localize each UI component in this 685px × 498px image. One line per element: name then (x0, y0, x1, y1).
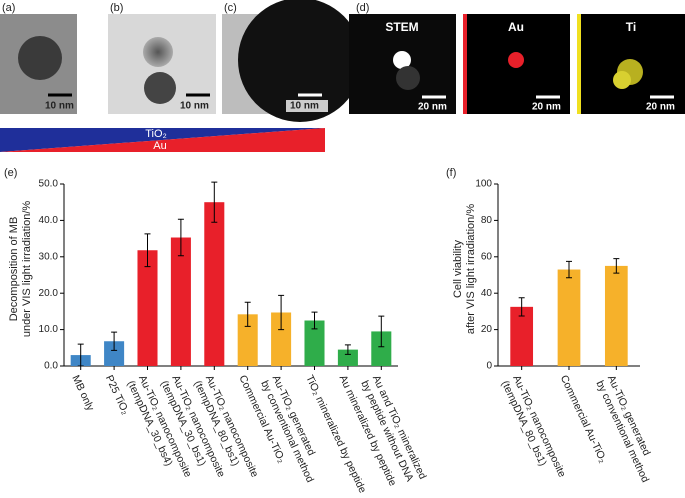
bar (510, 306, 534, 366)
bar (304, 320, 325, 366)
scale-label: 10 nm (180, 101, 209, 112)
y-tick-label: 40 (481, 288, 493, 299)
bar (204, 202, 225, 366)
y-tick-label: 40.0 (39, 215, 59, 226)
x-tick-label: Au-TiO₂ nanocomposite(tempDNA_80_bs1) (499, 373, 568, 484)
y-tick-label: 80 (481, 215, 493, 226)
au-signal (508, 52, 524, 68)
error-bar (378, 315, 385, 348)
error-bar (278, 294, 285, 331)
au-wedge (0, 128, 325, 152)
gradient-label: TiO₂ (145, 128, 167, 140)
x-tick-label: Au-TiO₂ generatedby conventional method (594, 373, 663, 484)
error-bar (518, 297, 525, 317)
y-tick-label: 10.0 (39, 324, 59, 335)
color-strip (463, 14, 467, 114)
map-title: STEM (385, 20, 418, 34)
error-bar (566, 260, 572, 279)
bar (271, 312, 292, 366)
panel-label: (c) (224, 2, 237, 14)
y-tick-label: 100 (475, 179, 492, 190)
panel-label: (e) (4, 167, 17, 179)
map-title: Au (508, 20, 524, 34)
bar (104, 341, 125, 366)
particle (238, 0, 362, 122)
bar (137, 250, 158, 366)
bar (170, 237, 191, 366)
panel-label: (a) (2, 2, 15, 14)
map-title: Ti (626, 20, 636, 34)
ti-signal (613, 71, 631, 89)
particle (143, 37, 173, 67)
error-bar (144, 233, 151, 268)
y-tick-label: 50.0 (39, 179, 59, 190)
error-bar (211, 181, 218, 223)
scale-label: 20 nm (646, 102, 675, 113)
x-tick-label: MB only (69, 373, 96, 413)
y-tick-label: 20 (481, 324, 493, 335)
y-axis-label: Cell viabilityafter VIS light irradiatio… (452, 204, 477, 334)
y-tick-label: 0.0 (44, 361, 58, 372)
error-bar (177, 218, 184, 257)
particle (393, 51, 411, 69)
bar (237, 314, 258, 366)
scale-label: 20 nm (418, 102, 447, 113)
bar (604, 265, 628, 366)
panel-label: (d) (356, 2, 369, 14)
panel-label: (f) (446, 167, 456, 179)
bar (337, 349, 358, 366)
color-strip (577, 14, 581, 114)
bar (371, 331, 392, 366)
error-bar (77, 343, 84, 367)
scale-label: 20 nm (532, 102, 561, 113)
y-tick-label: 20.0 (39, 288, 59, 299)
scale-label: 10 nm (45, 101, 74, 112)
y-axis-label: Decomposition of MBunder VIS light irrad… (8, 201, 33, 338)
error-bar (311, 311, 318, 330)
scale-bg (286, 100, 328, 112)
y-tick-label: 30.0 (39, 251, 59, 262)
particle (18, 36, 62, 80)
error-bar (613, 258, 620, 274)
panel-label: (b) (110, 2, 123, 14)
y-tick-label: 0 (486, 361, 492, 372)
bar (557, 269, 581, 366)
scale-label: 10 nm (290, 101, 319, 112)
x-tick-label: P25 TiO₂ (103, 373, 132, 416)
error-bar (111, 331, 118, 351)
particle (144, 72, 176, 104)
particle (396, 66, 420, 90)
gradient-label: Au (153, 140, 166, 152)
y-tick-label: 60 (481, 251, 493, 262)
error-bar (344, 344, 351, 355)
error-bar (244, 301, 251, 327)
